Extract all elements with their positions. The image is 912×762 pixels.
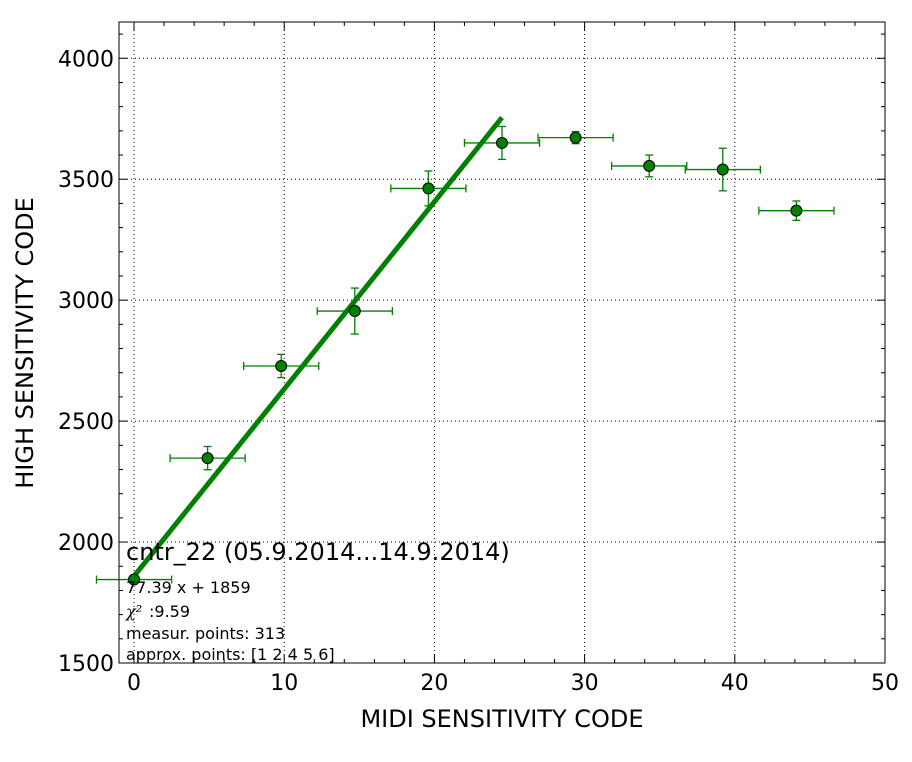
y-tick-label: 2500 <box>58 410 114 435</box>
annotation-equation: 77.39 x + 1859 <box>126 578 251 597</box>
data-point <box>643 159 656 172</box>
x-tick-label: 30 <box>571 671 599 696</box>
annotation-chi2-symbol: χ² <box>125 602 142 621</box>
y-axis-label: HIGH SENSITIVITY CODE <box>11 197 39 489</box>
data-point <box>716 163 729 176</box>
x-axis-label: MIDI SENSITIVITY CODE <box>360 705 643 733</box>
y-tick-label: 2000 <box>58 531 114 556</box>
data-point <box>275 359 288 372</box>
plot-frame <box>118 21 886 664</box>
x-tick-label: 10 <box>270 671 298 696</box>
data-point <box>128 573 141 586</box>
data-point <box>348 305 361 318</box>
annotation-chi2-value: :9.59 <box>149 602 190 621</box>
x-tick-label: 0 <box>127 671 141 696</box>
annotation-approx-points: approx. points: [1 2 4 5 6] <box>126 645 335 664</box>
tick-labels: 0 10 20 30 40 50 1500 2000 2500 3000 3500 4000 <box>58 47 899 696</box>
fit-line <box>132 115 504 578</box>
data-points <box>128 131 803 586</box>
annotation-measur-points: measur. points: 313 <box>126 624 285 643</box>
y-tick-label: 4000 <box>58 47 114 72</box>
data-point <box>569 131 582 144</box>
x-tick-label: 40 <box>721 671 749 696</box>
annotation-title: cntr_22 (05.9.2014...14.9.2014) <box>126 538 510 566</box>
y-tick-label: 1500 <box>58 652 114 677</box>
x-tick-label: 20 <box>420 671 448 696</box>
fit-line-group <box>132 115 504 578</box>
annotation-box: cntr_22 (05.9.2014...14.9.2014) 77.39 x … <box>125 538 510 664</box>
y-tick-label: 3500 <box>58 168 114 193</box>
y-tick-label: 3000 <box>58 289 114 314</box>
data-point <box>422 182 435 195</box>
data-point <box>790 204 803 217</box>
x-tick-label: 50 <box>871 671 899 696</box>
data-point <box>201 452 214 465</box>
data-point <box>496 136 508 149</box>
